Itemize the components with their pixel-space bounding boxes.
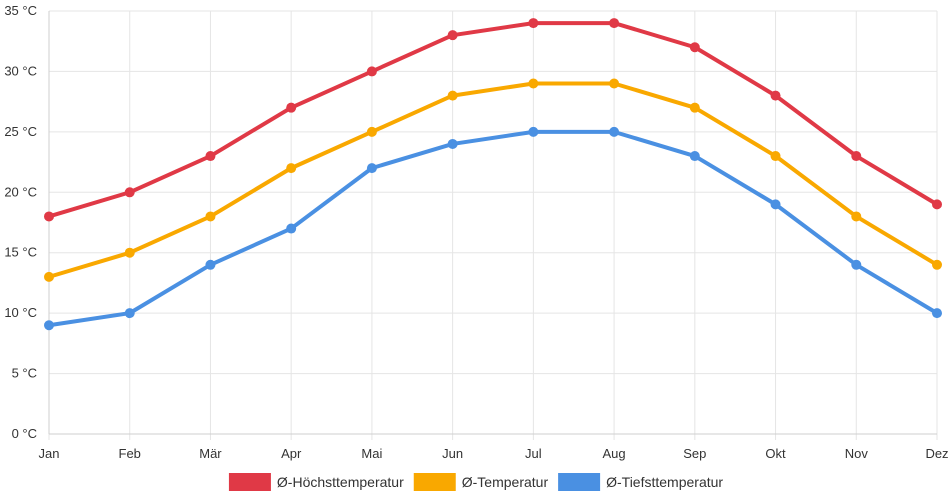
legend[interactable]: Ø-Höchsttemperatur Ø-Temperatur Ø-Tiefstte…: [228, 473, 723, 491]
y-tick-label: 25 °C: [4, 124, 37, 139]
legend-item[interactable]: Ø-Tiefsttemperatur: [558, 473, 723, 491]
y-tick-label: 20 °C: [4, 184, 37, 199]
data-point[interactable]: [528, 78, 539, 89]
data-point[interactable]: [528, 126, 539, 137]
y-tick-label: 35 °C: [4, 3, 37, 18]
y-tick-label: 30 °C: [4, 63, 37, 78]
legend-item[interactable]: Ø-Temperatur: [413, 473, 549, 491]
data-point[interactable]: [528, 18, 539, 29]
x-tick-label: Feb: [119, 446, 141, 461]
x-tick-label: Jan: [39, 446, 60, 461]
data-point[interactable]: [205, 211, 216, 222]
data-point[interactable]: [44, 320, 54, 331]
x-tick-label: Aug: [603, 446, 626, 461]
series-group: [44, 18, 942, 222]
data-point[interactable]: [851, 151, 862, 162]
data-point[interactable]: [44, 211, 54, 222]
data-point[interactable]: [609, 18, 620, 29]
series-layer: [44, 18, 942, 331]
data-point[interactable]: [286, 102, 297, 113]
x-tick-label: Dez: [925, 446, 948, 461]
data-point[interactable]: [851, 211, 862, 222]
series-group: [44, 78, 942, 282]
data-point[interactable]: [770, 151, 781, 162]
x-tick-label: Nov: [845, 446, 869, 461]
series-line: [47, 21, 939, 219]
legend-label: Ø-Tiefsttemperatur: [606, 474, 723, 490]
data-point[interactable]: [689, 42, 700, 53]
data-point[interactable]: [124, 247, 135, 258]
data-point[interactable]: [44, 271, 54, 282]
y-tick-label: 10 °C: [4, 305, 37, 320]
x-tick-label: Jun: [442, 446, 463, 461]
axis-layer: 0 °C 5 °C 10 °C 15 °C 20 °C 25 °C 30 °C 35 °C Ja…: [4, 3, 948, 461]
legend-label: Ø-Temperatur: [462, 474, 549, 490]
legend-swatch: [228, 473, 271, 491]
y-tick-label: 15 °C: [4, 245, 37, 260]
legend-swatch: [558, 473, 601, 491]
data-point[interactable]: [447, 30, 458, 41]
x-tick-label: Jul: [525, 446, 542, 461]
data-point[interactable]: [286, 163, 297, 174]
data-point[interactable]: [609, 126, 620, 137]
y-tick-label: 0 °C: [12, 426, 37, 441]
series-line: [47, 81, 939, 279]
data-point[interactable]: [932, 308, 942, 319]
data-point[interactable]: [609, 78, 620, 89]
series-group: [44, 126, 942, 331]
x-tick-label: Apr: [281, 446, 302, 461]
data-point[interactable]: [851, 259, 862, 270]
data-point[interactable]: [689, 102, 700, 113]
data-point[interactable]: [366, 126, 377, 137]
x-tick-label: Mai: [361, 446, 382, 461]
data-point[interactable]: [770, 199, 781, 210]
legend-label: Ø-Höchsttemperatur: [277, 474, 404, 490]
data-point[interactable]: [124, 308, 135, 319]
x-tick-label: Mär: [199, 446, 222, 461]
x-tick-label: Okt: [765, 446, 786, 461]
data-point[interactable]: [932, 259, 942, 270]
legend-swatch: [413, 473, 456, 491]
data-point[interactable]: [205, 259, 216, 270]
data-point[interactable]: [689, 151, 700, 162]
x-tick-label: Sep: [683, 446, 706, 461]
data-point[interactable]: [205, 151, 216, 162]
data-point[interactable]: [770, 90, 781, 101]
data-point[interactable]: [286, 223, 297, 234]
data-point[interactable]: [447, 90, 458, 101]
data-point[interactable]: [124, 187, 135, 198]
data-point[interactable]: [932, 199, 942, 210]
data-point[interactable]: [366, 163, 377, 174]
legend-item[interactable]: Ø-Höchsttemperatur: [228, 473, 404, 491]
y-tick-label: 5 °C: [12, 366, 37, 381]
data-point[interactable]: [366, 66, 377, 77]
data-point[interactable]: [447, 138, 458, 149]
grid-layer: [48, 10, 938, 440]
series-line: [47, 129, 939, 328]
